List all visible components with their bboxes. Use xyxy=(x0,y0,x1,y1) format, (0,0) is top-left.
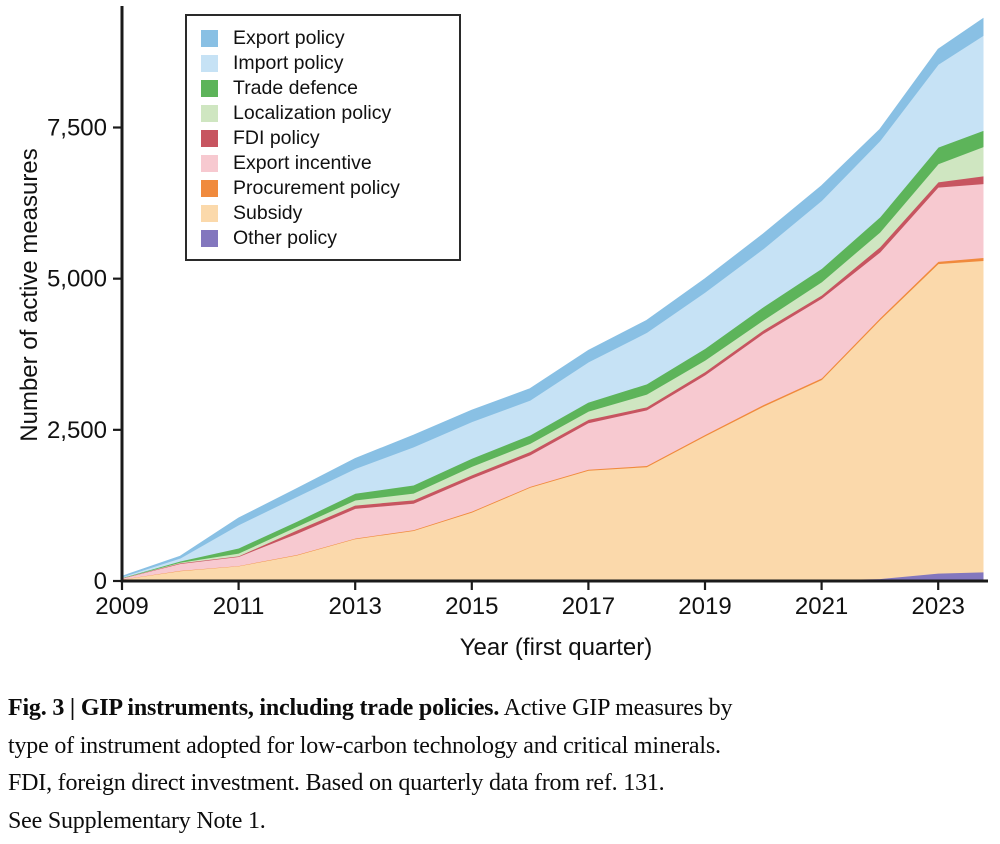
y-tick-label: 7,500 xyxy=(47,115,107,142)
localization-policy-swatch xyxy=(201,105,218,122)
export-incentive-swatch xyxy=(201,155,218,172)
figure-caption: Fig. 3 | GIP instruments, including trad… xyxy=(8,690,993,840)
legend-item-export-policy: Export policy xyxy=(201,26,451,51)
x-tick-label: 2017 xyxy=(562,593,615,620)
x-tick-label: 2019 xyxy=(678,593,731,620)
x-tick-label: 2009 xyxy=(95,593,148,620)
caption-line: See Supplementary Note 1. xyxy=(8,807,266,834)
legend-item-label: Other policy xyxy=(233,227,338,249)
caption-line: Fig. 3 | GIP instruments, including trad… xyxy=(8,690,993,728)
legend-item-other-policy: Other policy xyxy=(201,226,451,251)
legend-item-import-policy: Import policy xyxy=(201,51,451,76)
legend-item-procurement-policy: Procurement policy xyxy=(201,176,451,201)
legend-item-label: Trade defence xyxy=(233,77,359,99)
caption-line: FDI, foreign direct investment. Based on… xyxy=(8,770,665,796)
chart-canvas: 0 2,500 5,000 7,500 2009 2011 2013 2015 2017 2019… xyxy=(47,6,988,620)
trade-defence-swatch xyxy=(201,80,218,97)
import-policy-swatch xyxy=(201,55,218,72)
legend-item-fdi-policy: FDI policy xyxy=(201,126,451,151)
legend: Export policy Import policy Trade defence L… xyxy=(185,14,461,261)
legend-item-export-incentive: Export incentive xyxy=(201,151,451,176)
subsidy-swatch xyxy=(201,205,218,222)
legend-item-label: Export incentive xyxy=(233,152,372,174)
legend-item-localization-policy: Localization policy xyxy=(201,101,451,126)
legend-item-label: Import policy xyxy=(233,52,344,74)
legend-item-label: Procurement policy xyxy=(233,177,400,199)
caption-line: type of instrument adopted for low-carbo… xyxy=(8,732,721,759)
legend-item-label: Subsidy xyxy=(233,202,303,224)
y-tick-label: 5,000 xyxy=(47,266,107,293)
x-axis-title: Year (first quarter) xyxy=(459,634,653,661)
other-policy-swatch xyxy=(201,230,218,247)
procurement-policy-swatch xyxy=(201,180,218,197)
export-policy-swatch xyxy=(201,30,218,47)
chart-figure: 0 2,500 5,000 7,500 2009 2011 2013 2015 2017 2019… xyxy=(16,6,988,661)
legend-item-label: FDI policy xyxy=(233,127,320,149)
x-tick-label: 2013 xyxy=(329,593,382,620)
caption-title: Fig. 3 | GIP instruments, including trad… xyxy=(8,695,500,721)
area-export-policy xyxy=(121,17,984,578)
legend-item-trade-defence: Trade defence xyxy=(201,76,451,101)
x-tick-label: 2015 xyxy=(445,593,498,620)
x-tick-label: 2021 xyxy=(795,593,848,620)
x-tick-label: 2011 xyxy=(213,593,265,620)
fdi-policy-swatch xyxy=(201,130,218,147)
legend-item-label: Export policy xyxy=(233,27,345,49)
y-axis-title: Number of active measures xyxy=(16,148,43,442)
caption-text: Active GIP measures by xyxy=(499,695,733,721)
y-tick-label: 2,500 xyxy=(47,417,107,444)
legend-item-subsidy: Subsidy xyxy=(201,201,451,226)
legend-item-label: Localization policy xyxy=(233,102,392,124)
y-tick-label: 0 xyxy=(94,568,107,595)
x-tick-label: 2023 xyxy=(912,593,965,620)
